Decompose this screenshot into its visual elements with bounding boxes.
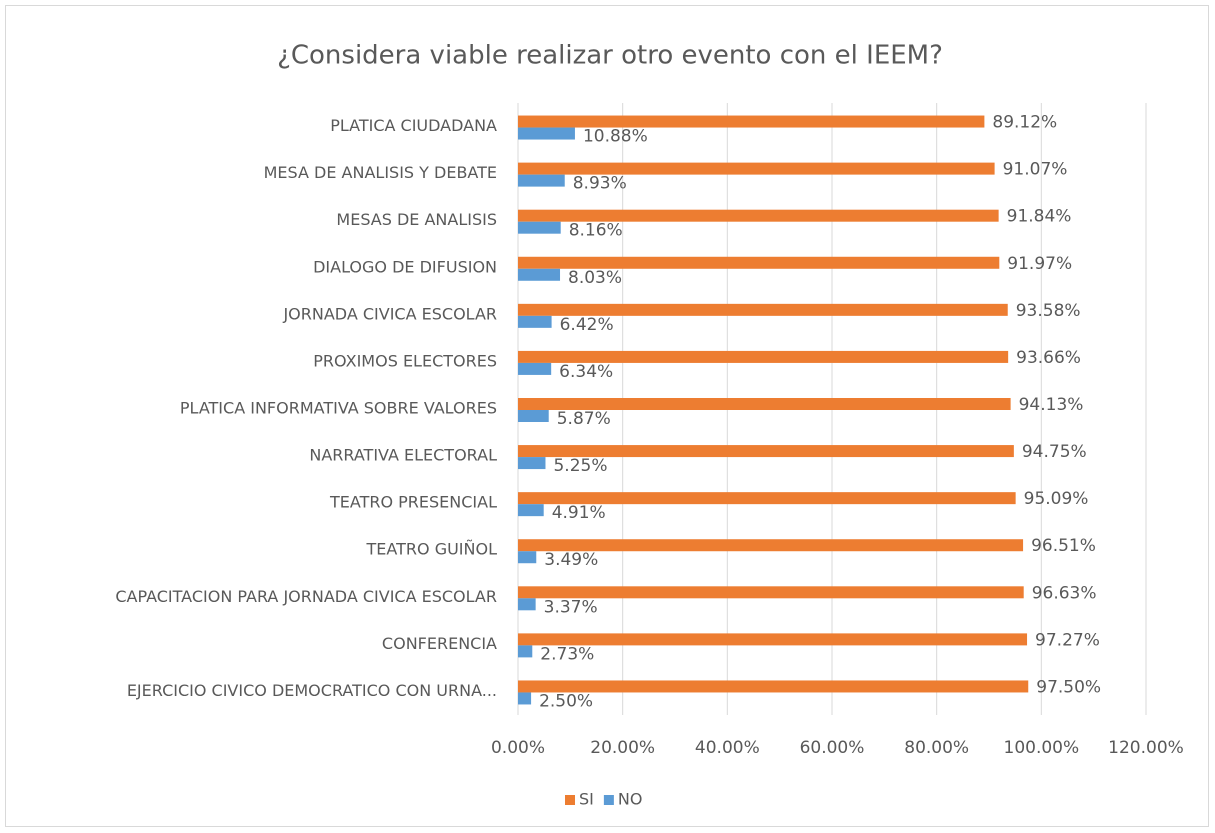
y-tick-label: CONFERENCIA (382, 634, 497, 653)
data-label: 94.75% (1022, 442, 1087, 462)
bar (518, 598, 536, 611)
bar (518, 680, 1029, 693)
x-tick-label: 120.00% (1108, 738, 1184, 758)
x-tick-label: 100.00% (1004, 738, 1080, 758)
x-tick-label: 0.00% (491, 738, 545, 758)
bar (518, 115, 985, 128)
y-tick-label: PLATICA INFORMATIVA SOBRE VALORES (180, 399, 497, 418)
data-label: 96.51% (1031, 536, 1096, 556)
bar (518, 551, 537, 564)
data-label: 93.66% (1016, 348, 1081, 368)
y-tick-label: PLATICA CIUDADANA (330, 116, 497, 135)
bar (518, 492, 1016, 505)
bar (518, 692, 532, 705)
data-label: 89.12% (992, 113, 1057, 133)
data-label: 5.87% (557, 409, 611, 429)
y-tick-label: DIALOGO DE DIFUSION (313, 257, 497, 276)
bar (518, 127, 575, 140)
data-label: 94.13% (1019, 395, 1084, 415)
y-tick-label: MESAS DE ANALISIS (336, 210, 497, 229)
data-label: 93.58% (1016, 301, 1081, 321)
y-tick-label: NARRATIVA ELECTORAL (309, 446, 497, 465)
bar (518, 645, 533, 658)
data-label: 95.09% (1024, 489, 1089, 509)
y-tick-label: TEATRO PRESENCIAL (329, 493, 497, 512)
y-tick-label: PROXIMOS ELECTORES (313, 351, 497, 370)
bar (518, 315, 552, 328)
bar (518, 350, 1009, 363)
data-label: 2.50% (539, 691, 593, 711)
bar (518, 457, 546, 470)
data-label: 8.03% (568, 268, 622, 288)
bar (518, 162, 995, 175)
bar (518, 410, 549, 422)
data-label: 8.16% (569, 221, 623, 241)
chart-title: ¿Considera viable realizar otro evento c… (277, 41, 943, 71)
data-label: 97.27% (1035, 630, 1100, 650)
bar (518, 303, 1008, 316)
legend-swatch (565, 795, 575, 805)
bar (518, 174, 565, 187)
x-tick-label: 20.00% (590, 738, 655, 758)
x-tick-label: 40.00% (695, 738, 760, 758)
data-label: 8.93% (573, 174, 627, 194)
bar (518, 445, 1014, 458)
bar (518, 256, 1000, 269)
bar (518, 398, 1011, 410)
bar (518, 586, 1024, 599)
data-label: 91.97% (1007, 254, 1072, 274)
data-label: 6.34% (559, 362, 613, 382)
data-label: 97.50% (1036, 677, 1101, 697)
data-label: 91.07% (1003, 160, 1068, 180)
data-label: 10.88% (583, 127, 648, 147)
data-label: 2.73% (540, 644, 594, 664)
legend-label: SI (579, 790, 594, 809)
data-label: 96.63% (1032, 583, 1097, 603)
bar (518, 539, 1024, 552)
bar (518, 633, 1028, 646)
bar (518, 504, 544, 517)
legend-label: NO (618, 790, 643, 809)
data-label: 91.84% (1007, 207, 1072, 227)
y-tick-label: JORNADA CIVICA ESCOLAR (282, 304, 497, 323)
bar (518, 209, 999, 222)
y-tick-label: TEATRO GUIÑOL (366, 540, 498, 559)
data-label: 3.49% (544, 550, 598, 570)
x-tick-label: 60.00% (800, 738, 865, 758)
data-label: 6.42% (560, 315, 614, 335)
data-label: 3.37% (544, 597, 598, 617)
bar (518, 268, 561, 281)
y-tick-label: MESA DE ANALISIS Y DEBATE (264, 163, 497, 182)
data-label: 5.25% (553, 456, 607, 476)
bar (518, 221, 561, 234)
y-tick-label: EJERCICIO CIVICO DEMOCRATICO CON URNA... (127, 681, 497, 700)
y-tick-label: CAPACITACION PARA JORNADA CIVICA ESCOLAR (115, 587, 497, 606)
x-tick-label: 80.00% (904, 738, 969, 758)
legend-swatch (603, 795, 614, 805)
bar (518, 362, 552, 375)
data-label: 4.91% (552, 503, 606, 523)
